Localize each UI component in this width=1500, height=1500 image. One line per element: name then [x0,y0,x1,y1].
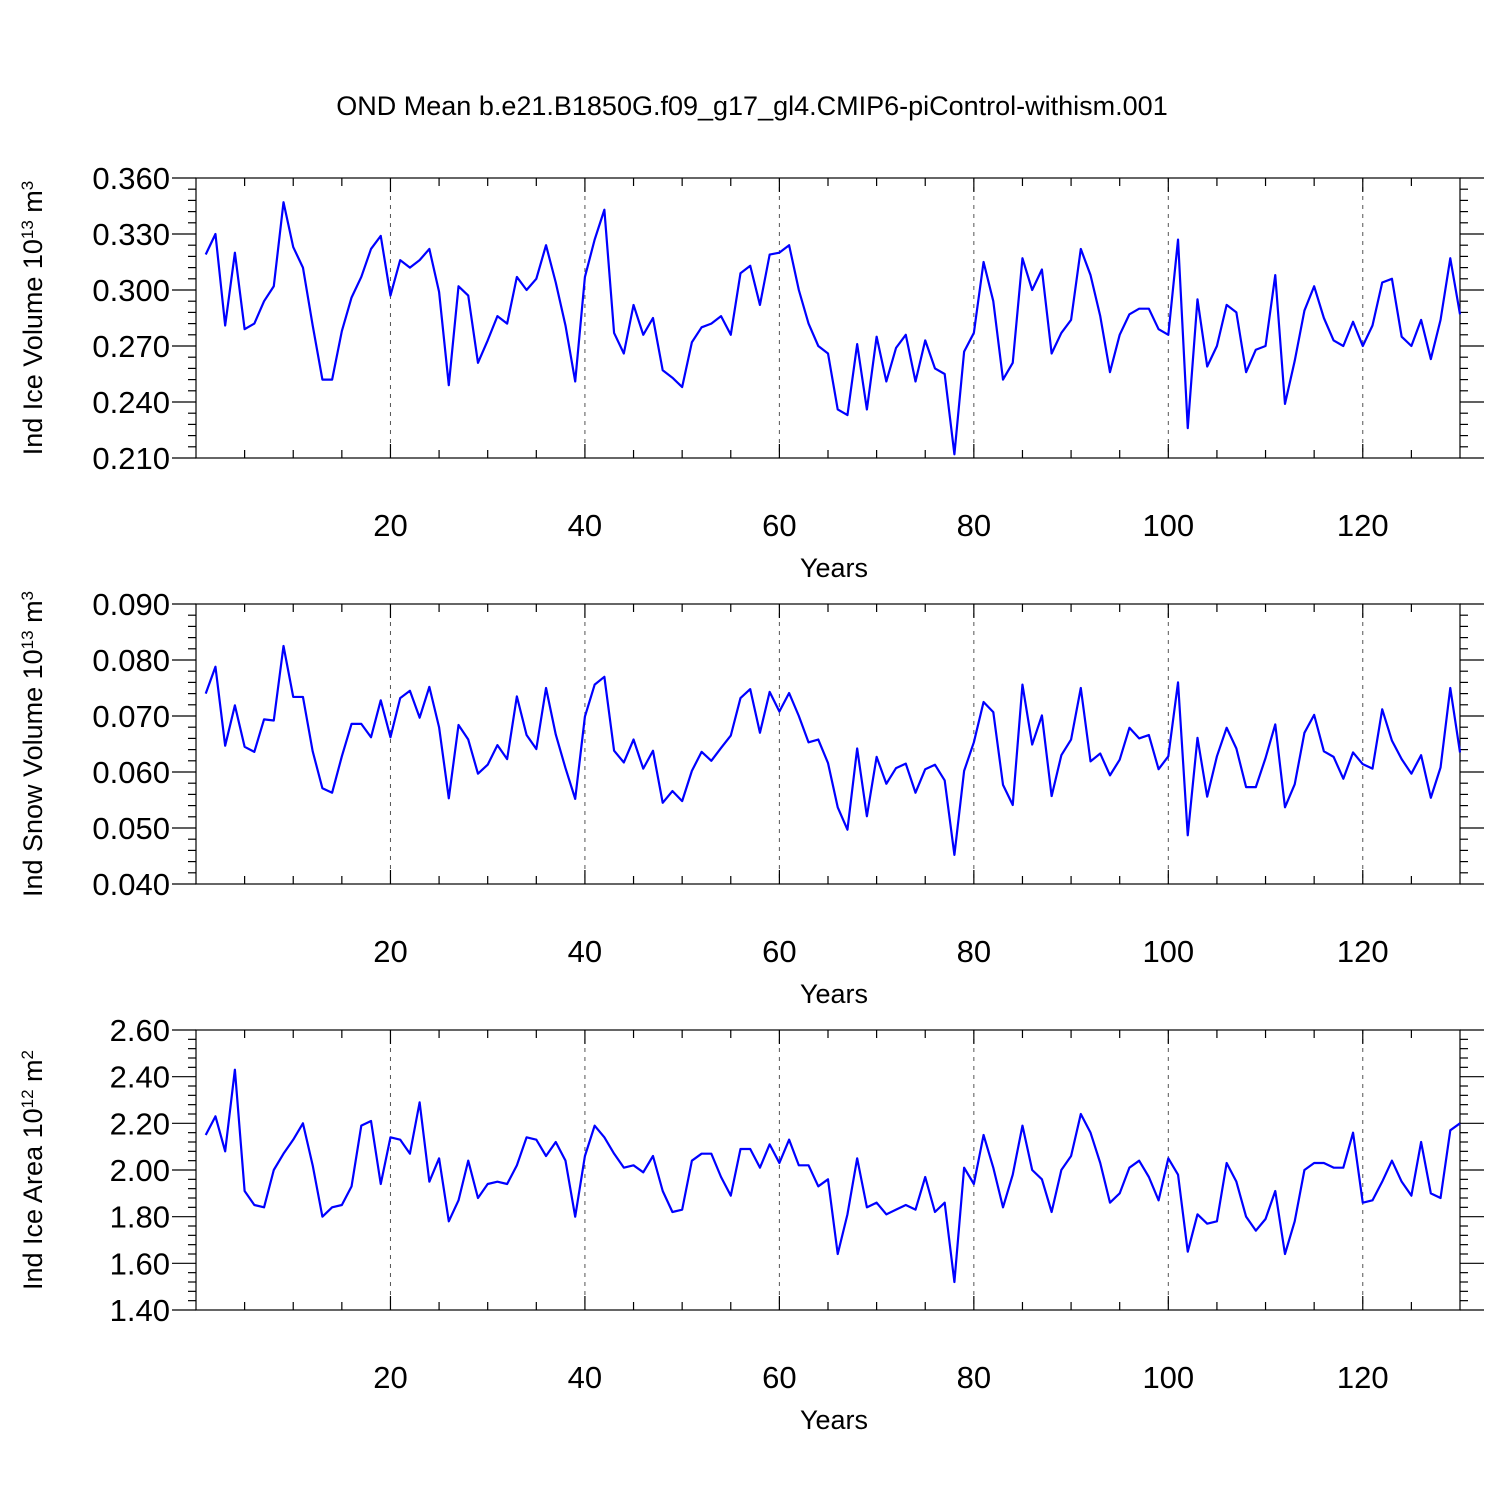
x-tick-label: 20 [373,934,407,969]
y-axis-label-part: m [18,600,48,630]
y-tick-label: 1.80 [110,1200,170,1235]
panel-2: 0.040 0.050 0.060 0.070 0.080 0.090 20 40 60 80 10… [18,587,1484,1009]
x-tick-label: 40 [568,508,602,543]
series-line [204,1068,1461,1284]
x-tick-label: 80 [957,1360,991,1395]
y-tick-label: 0.210 [92,441,170,476]
y-axis-label-exponent: 12 [18,1089,37,1108]
y-tick-label: 2.60 [110,1013,170,1048]
x-axis-label: Years [800,979,868,1009]
panel-1: 0.210 0.240 0.270 0.300 0.330 0.360 20 40 60 80 10… [18,161,1484,583]
x-tick-label: 100 [1142,1360,1194,1395]
plot-frame [195,1029,1461,1311]
x-axis-label: Years [800,553,868,583]
y-tick-label: 0.060 [92,755,170,790]
x-axis-label: Years [800,1405,868,1435]
x-tick-label: 40 [568,1360,602,1395]
y-axis-label: Ind Snow Volume 1013 m3 [18,591,49,897]
plot-frame [195,603,1461,885]
y-axis-label-part: m [18,190,48,220]
series-line [204,201,1462,456]
y-axis-label: Ind Ice Area 1012 m2 [18,1050,49,1290]
y-axis-label-exponent: 3 [18,591,37,600]
y-axis-label-part: Ind Ice Area 10 [18,1108,48,1290]
x-tick-label: 120 [1337,1360,1389,1395]
y-tick-label: 0.330 [92,217,170,252]
y-axis-label-part: Ind Snow Volume 10 [18,649,48,897]
y-tick-label: 0.070 [92,699,170,734]
y-axis-label-exponent: 2 [18,1050,37,1059]
y-axis-label-exponent: 13 [18,630,37,649]
x-tick-label: 20 [373,1360,407,1395]
figure-title: OND Mean b.e21.B1850G.f09_g17_gl4.CMIP6-… [336,91,1167,121]
y-tick-label: 0.360 [92,161,170,196]
x-tick-label: 120 [1337,934,1389,969]
x-tick-label: 80 [957,508,991,543]
y-tick-label: 2.20 [110,1106,170,1141]
panels: 0.210 0.240 0.270 0.300 0.330 0.360 20 40 60 80 10… [18,161,1484,1435]
y-tick-label: 0.300 [92,273,170,308]
y-tick-label: 0.040 [92,867,170,902]
x-tick-label: 100 [1142,508,1194,543]
y-tick-label: 2.40 [110,1060,170,1095]
y-axis-label-exponent: 13 [18,220,37,239]
y-tick-label: 0.270 [92,329,170,364]
x-tick-label: 100 [1142,934,1194,969]
y-tick-label: 1.60 [110,1246,170,1281]
y-tick-label: 0.080 [92,643,170,678]
panel-3: 1.40 1.60 1.80 2.00 2.20 2.40 2.60 20 40 60 80 100 1… [18,1013,1484,1435]
y-tick-label: 0.090 [92,587,170,622]
y-tick-label: 0.240 [92,385,170,420]
series-line [204,644,1462,856]
y-axis-label-part: m [18,1059,48,1089]
x-tick-label: 20 [373,508,407,543]
x-tick-label: 60 [762,934,796,969]
y-axis-label: Ind Ice Volume 1013 m3 [18,181,49,456]
plot-frame [195,177,1461,459]
x-tick-label: 40 [568,934,602,969]
x-tick-label: 80 [957,934,991,969]
y-tick-label: 0.050 [92,811,170,846]
y-tick-label: 2.00 [110,1153,170,1188]
y-axis-label-exponent: 3 [18,181,37,190]
x-tick-label: 120 [1337,508,1389,543]
x-tick-label: 60 [762,508,796,543]
y-tick-label: 1.40 [110,1293,170,1328]
y-axis-label-part: Ind Ice Volume 10 [18,239,48,455]
x-tick-label: 60 [762,1360,796,1395]
